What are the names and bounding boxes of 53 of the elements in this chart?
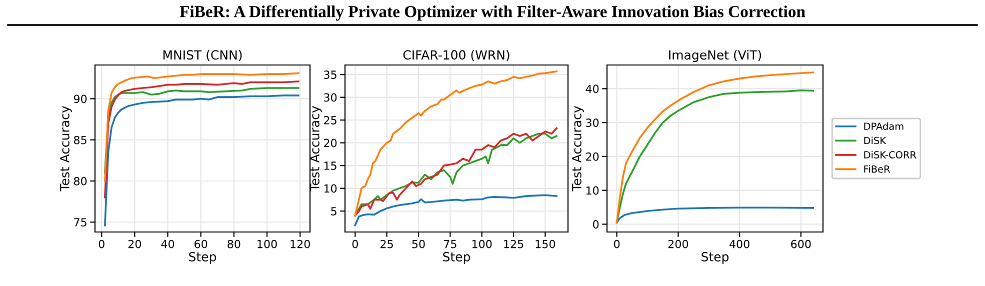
- x-tick-label: 25: [380, 240, 393, 248]
- y-tick-label: 0: [593, 220, 599, 229]
- legend-label: DiSK-CORR: [864, 150, 916, 158]
- y-tick-label: 10: [586, 186, 599, 195]
- x-tick-label: 100: [472, 240, 492, 248]
- chart-title: ImageNet (ViT): [669, 50, 762, 62]
- y-tick-label: 30: [586, 118, 599, 127]
- x-tick-label: 60: [194, 240, 208, 248]
- x-tick-label: 125: [504, 240, 524, 248]
- x-tick-label: 20: [128, 240, 142, 248]
- x-tick-label: 0: [614, 240, 620, 248]
- y-tick-label: 15: [324, 162, 336, 170]
- legend-label: FiBeR: [864, 165, 890, 173]
- y-tick-label: 35: [324, 70, 336, 79]
- x-tick-label: 100: [258, 240, 277, 248]
- x-tick-label: 50: [412, 240, 425, 248]
- x-tick-label: 0: [352, 240, 358, 248]
- x-tick-label: 120: [290, 240, 310, 248]
- y-tick-label: 80: [74, 176, 87, 186]
- x-tick-label: 40: [161, 240, 174, 248]
- x-tick-label: 80: [228, 240, 240, 248]
- line-series: [104, 80, 300, 198]
- y-tick-label: 90: [74, 94, 87, 104]
- y-tick-label: 20: [586, 152, 599, 161]
- y-tick-label: 20: [324, 138, 337, 148]
- text: FiBeR: A Differentially Private Optimizer with Filter-Aware Innovation Bias Correction: [180, 5, 806, 21]
- x-axis-title: Step: [443, 252, 470, 264]
- x-tick-label: 400: [729, 240, 750, 248]
- x-axis-title: Step: [189, 252, 216, 264]
- y-tick-label: 75: [74, 218, 86, 227]
- y-axis-title: Test Accuracy: [60, 106, 72, 192]
- legend-label: DiSK: [864, 136, 886, 144]
- legend-label: DPAdam: [864, 122, 904, 130]
- x-tick-label: 0: [98, 240, 104, 248]
- line-series: [616, 206, 814, 224]
- y-tick-label: 25: [324, 116, 336, 124]
- chart-title: CIFAR-100 (WRN): [403, 50, 510, 62]
- y-tick-label: 85: [74, 136, 86, 144]
- x-tick-label: 600: [791, 240, 811, 248]
- y-tick-label: 5: [331, 207, 336, 216]
- line-series: [354, 194, 558, 226]
- y-axis-title: Test Accuracy: [572, 106, 584, 192]
- x-axis-title: Step: [702, 252, 729, 264]
- line-series: [104, 94, 300, 226]
- line-series: [354, 70, 558, 217]
- y-tick-label: 40: [586, 84, 599, 94]
- x-tick-label: 150: [536, 240, 556, 248]
- y-tick-label: 10: [324, 184, 337, 193]
- line-series: [104, 72, 300, 182]
- chart-title: MNIST (CNN): [163, 50, 242, 62]
- x-tick-label: 75: [444, 240, 456, 248]
- x-tick-label: 200: [668, 240, 688, 248]
- y-tick-label: 30: [324, 93, 337, 102]
